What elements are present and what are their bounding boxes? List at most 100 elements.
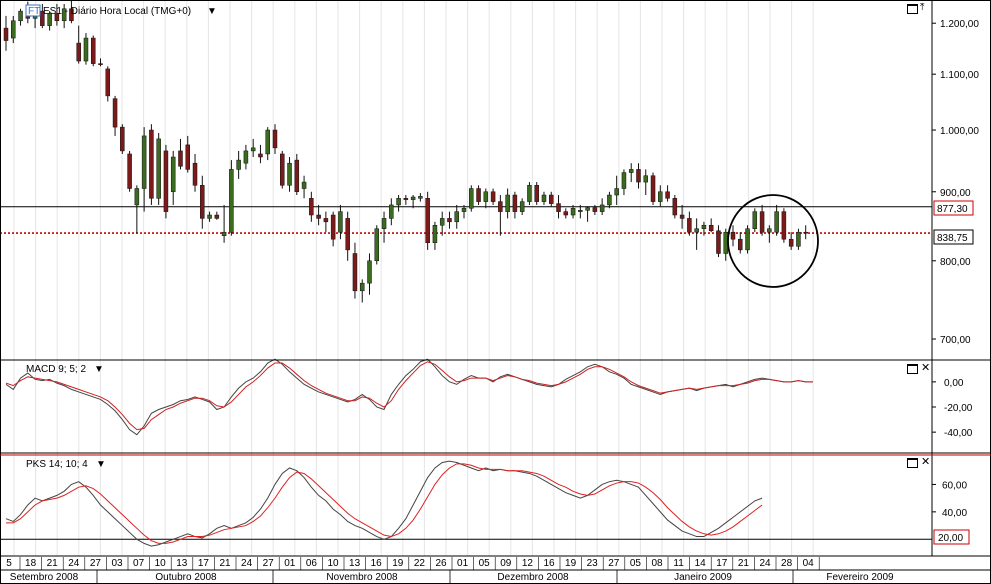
- candle-body-57: [418, 196, 423, 199]
- candle-body-73: [534, 185, 539, 202]
- price-panel-scroll-icon[interactable]: ⤒: [920, 2, 925, 13]
- price-tick-label-2: 1.000,00: [940, 126, 979, 137]
- x-day-label-28: 27: [608, 558, 620, 569]
- candle-body-55: [403, 198, 409, 200]
- candle-body-36: [265, 129, 270, 155]
- candle-body-98: [716, 230, 721, 254]
- price-panel-maximize-icon[interactable]: [907, 4, 918, 14]
- candle-body-13: [98, 63, 103, 65]
- candle-body-88: [643, 175, 649, 183]
- x-month-label-4: Janeiro 2009: [674, 572, 732, 583]
- candle-body-47: [345, 218, 350, 251]
- candle-body-56: [410, 196, 416, 200]
- candle-body-15: [112, 98, 118, 128]
- x-day-label-7: 10: [155, 558, 167, 569]
- candle-body-91: [665, 191, 670, 199]
- macd-series-1: [5, 361, 813, 431]
- macd-y-axis: 0,00 -20,00 -40,00: [932, 378, 973, 439]
- candle-body-100: [730, 231, 736, 240]
- symbol-badge[interactable]: [25, 4, 41, 17]
- candle-body-76: [556, 203, 561, 212]
- x-day-label-13: 01: [284, 558, 296, 569]
- last-price-label: 838,75: [937, 233, 968, 244]
- candle-body-2: [18, 10, 23, 22]
- last-price-box: [933, 229, 974, 245]
- pks-level-box: [933, 529, 970, 545]
- candle-body-69: [505, 194, 510, 212]
- x-day-label-9: 17: [198, 558, 210, 569]
- x-day-label-4: 27: [90, 558, 102, 569]
- candle-body-21: [156, 138, 161, 199]
- candle-body-19: [141, 135, 147, 189]
- candle-body-85: [621, 172, 627, 189]
- candle-body-87: [636, 169, 641, 183]
- candle-body-45: [330, 214, 336, 240]
- candle-body-44: [323, 218, 329, 223]
- candle-body-32: [236, 159, 241, 170]
- vertical-gridlines: [13, 0, 814, 556]
- x-month-label-5: Fevereiro 2009: [826, 572, 894, 583]
- candle-body-81: [592, 207, 598, 212]
- candle-body-93: [679, 214, 685, 219]
- candle-body-0: [3, 27, 9, 41]
- candle-body-42: [309, 198, 314, 216]
- price-tick-label-4: 800,00: [940, 257, 971, 268]
- x-axis-days: 5 18 21 24 27 03 07 10 13 17 21 24 27 01 06 10 13 16 19 22 2…: [6, 557, 820, 570]
- x-month-label-2: Novembro 2008: [326, 572, 398, 583]
- candle-body-17: [127, 153, 132, 189]
- x-day-label-34: 21: [738, 558, 750, 569]
- macd-dropdown-icon[interactable]: ▼: [94, 364, 104, 375]
- candle-body-5: [40, 10, 45, 26]
- candle-body-106: [774, 211, 779, 233]
- x-day-label-37: 04: [803, 558, 815, 569]
- candle-body-78: [570, 208, 576, 216]
- x-day-label-35: 24: [759, 558, 771, 569]
- macd-plot: [5, 358, 813, 436]
- candle-body-109: [796, 231, 801, 247]
- candle-body-84: [614, 188, 619, 196]
- candle-body-97: [708, 225, 714, 232]
- candle-body-59: [432, 225, 438, 243]
- x-day-label-23: 09: [500, 558, 512, 569]
- candle-body-54: [396, 198, 401, 206]
- x-day-label-30: 08: [651, 558, 663, 569]
- marked-level-label: 877,30: [937, 204, 968, 215]
- macd-tick-label-0: 0,00: [944, 378, 964, 389]
- macd-close-icon[interactable]: ✕: [921, 361, 931, 374]
- candle-body-26: [192, 162, 198, 186]
- candle-body-72: [527, 185, 532, 202]
- candle-body-60: [439, 218, 445, 226]
- macd-tick-label-1: -20,00: [944, 403, 973, 414]
- candle-body-34: [250, 147, 256, 152]
- macd-maximize-icon[interactable]: [907, 364, 918, 374]
- candle-body-82: [599, 204, 605, 212]
- x-day-label-2: 21: [47, 558, 59, 569]
- pks-maximize-icon[interactable]: [907, 458, 918, 468]
- pks-dropdown-icon[interactable]: ▼: [96, 459, 106, 470]
- candle-body-30: [221, 231, 227, 236]
- candle-body-28: [207, 214, 212, 219]
- x-day-label-24: 12: [522, 558, 534, 569]
- x-axis-months: Setembro 2008 Outubro 2008 Novembro 2008 De…: [10, 570, 894, 584]
- candle-body-48: [352, 253, 358, 292]
- x-day-label-8: 13: [176, 558, 188, 569]
- annotation-circle: [727, 194, 819, 288]
- candle-body-92: [672, 198, 678, 216]
- x-day-label-17: 16: [371, 558, 383, 569]
- x-day-label-10: 21: [219, 558, 231, 569]
- x-day-label-18: 19: [392, 558, 404, 569]
- pks-label: PKS 14; 10; 4: [26, 459, 88, 470]
- pks-y-axis: 60,00 40,00: [932, 480, 967, 519]
- pks-close-icon[interactable]: ✕: [921, 455, 931, 468]
- x-day-label-12: 27: [263, 558, 275, 569]
- x-month-label-3: Dezembro 2008: [497, 572, 569, 583]
- candle-body-70: [512, 194, 518, 212]
- title-dropdown-icon[interactable]: ▼: [207, 6, 217, 17]
- candle-body-33: [243, 150, 249, 164]
- candle-body-89: [650, 175, 656, 202]
- price-tick-label-3: 900,00: [940, 188, 971, 199]
- candle-body-9: [69, 8, 74, 22]
- candle-body-105: [767, 228, 772, 233]
- x-day-label-6: 07: [133, 558, 145, 569]
